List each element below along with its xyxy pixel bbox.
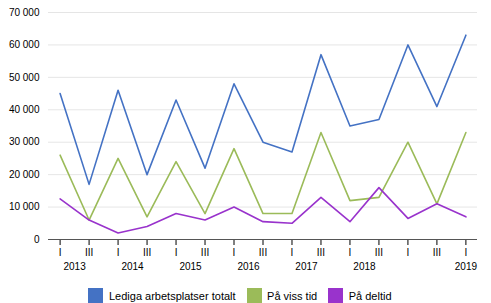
svg-text:III: III xyxy=(85,247,93,258)
svg-text:I: I xyxy=(465,247,468,258)
svg-text:10 000: 10 000 xyxy=(9,201,40,212)
svg-text:2018: 2018 xyxy=(353,261,376,272)
svg-text:60 000: 60 000 xyxy=(9,39,40,50)
svg-text:2019: 2019 xyxy=(455,261,478,272)
svg-text:III: III xyxy=(317,247,325,258)
svg-text:I: I xyxy=(117,247,120,258)
svg-text:2016: 2016 xyxy=(237,261,260,272)
svg-text:I: I xyxy=(175,247,178,258)
svg-text:I: I xyxy=(291,247,294,258)
svg-text:I: I xyxy=(349,247,352,258)
svg-text:III: III xyxy=(433,247,441,258)
svg-text:III: III xyxy=(143,247,151,258)
svg-text:2017: 2017 xyxy=(295,261,318,272)
svg-text:30 000: 30 000 xyxy=(9,136,40,147)
svg-text:50 000: 50 000 xyxy=(9,72,40,83)
html-text:Lediga arbetsplatser totalt: Lediga arbetsplatser totalt xyxy=(109,289,236,302)
svg-text:2013: 2013 xyxy=(63,261,86,272)
svg-text:0: 0 xyxy=(34,234,40,245)
svg-text:20 000: 20 000 xyxy=(9,169,40,180)
svg-text:III: III xyxy=(201,247,209,258)
svg-text:I: I xyxy=(407,247,410,258)
svg-text:70 000: 70 000 xyxy=(9,7,40,18)
svg-text:2014: 2014 xyxy=(121,261,144,272)
svg-text:I: I xyxy=(233,247,236,258)
html-text:På deltid: På deltid xyxy=(348,289,392,302)
svg-text:2015: 2015 xyxy=(179,261,202,272)
svg-text:40 000: 40 000 xyxy=(9,104,40,115)
svg-text:III: III xyxy=(259,247,267,258)
svg-text:I: I xyxy=(59,247,62,258)
svg-text:III: III xyxy=(375,247,383,258)
html-text:På viss tid: På viss tid xyxy=(267,289,318,302)
